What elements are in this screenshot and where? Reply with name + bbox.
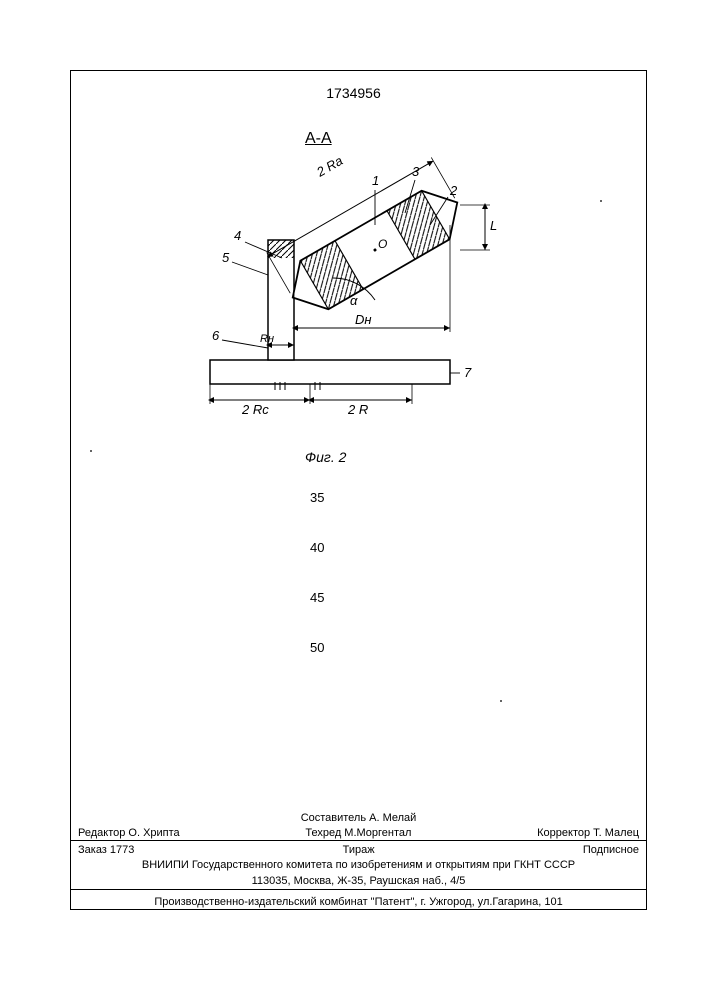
scale-40: 40	[310, 540, 324, 555]
figure-label: Фиг. 2	[305, 449, 346, 465]
dim-2r: 2 R	[347, 402, 368, 417]
dim-l: L	[490, 218, 497, 233]
dim-2ra: 2 Ra	[313, 153, 345, 180]
callout-3: 3	[412, 164, 420, 179]
document-number: 1734956	[326, 85, 381, 101]
footer-org: ВНИИПИ Государственного комитета по изоб…	[70, 857, 647, 873]
noise-dot	[90, 450, 92, 452]
footer-korr: Корректор Т. Малец	[537, 827, 639, 839]
noise-dot	[500, 700, 502, 702]
callout-5: 5	[222, 250, 230, 265]
figure-2: А-А	[150, 130, 530, 450]
base-plate	[210, 360, 450, 384]
patent-page: 1734956 А-А	[0, 0, 707, 1000]
footer-podpis: Подписное	[583, 844, 639, 856]
scale-45: 45	[310, 590, 324, 605]
dim-rh: Rн	[260, 333, 274, 345]
scale-35: 35	[310, 490, 324, 505]
noise-dot	[600, 200, 602, 202]
footer-prod: Производственно-издательский комбинат "П…	[70, 892, 647, 910]
dim-alpha: α	[350, 293, 358, 308]
footer-addr: 113035, Москва, Ж-35, Раушская наб., 4/5	[70, 873, 647, 889]
callout-4: 4	[234, 228, 241, 243]
diagram-svg: 2 Ra O α L Dн Rн 2 Rc 2 R	[150, 130, 530, 450]
cutter-body	[267, 157, 472, 321]
footer-sostav: Составитель А. Мелай	[70, 810, 647, 826]
callout-1: 1	[372, 173, 379, 188]
dim-dh: Dн	[355, 312, 372, 327]
center-o-label: O	[378, 237, 387, 251]
section-label: А-А	[305, 130, 332, 148]
footer: Составитель А. Мелай Редактор О. Хрипта …	[70, 810, 647, 910]
footer-tehred: Техред М.Моргентал	[305, 827, 411, 839]
footer-tirazh: Тираж	[343, 844, 375, 856]
footer-zakaz: Заказ 1773	[78, 844, 134, 856]
dim-2rc: 2 Rc	[241, 402, 269, 417]
callout-6: 6	[212, 328, 220, 343]
scale-50: 50	[310, 640, 324, 655]
callout-2: 2	[449, 183, 458, 198]
footer-editor: Редактор О. Хрипта	[78, 827, 180, 839]
callout-7: 7	[464, 365, 472, 380]
